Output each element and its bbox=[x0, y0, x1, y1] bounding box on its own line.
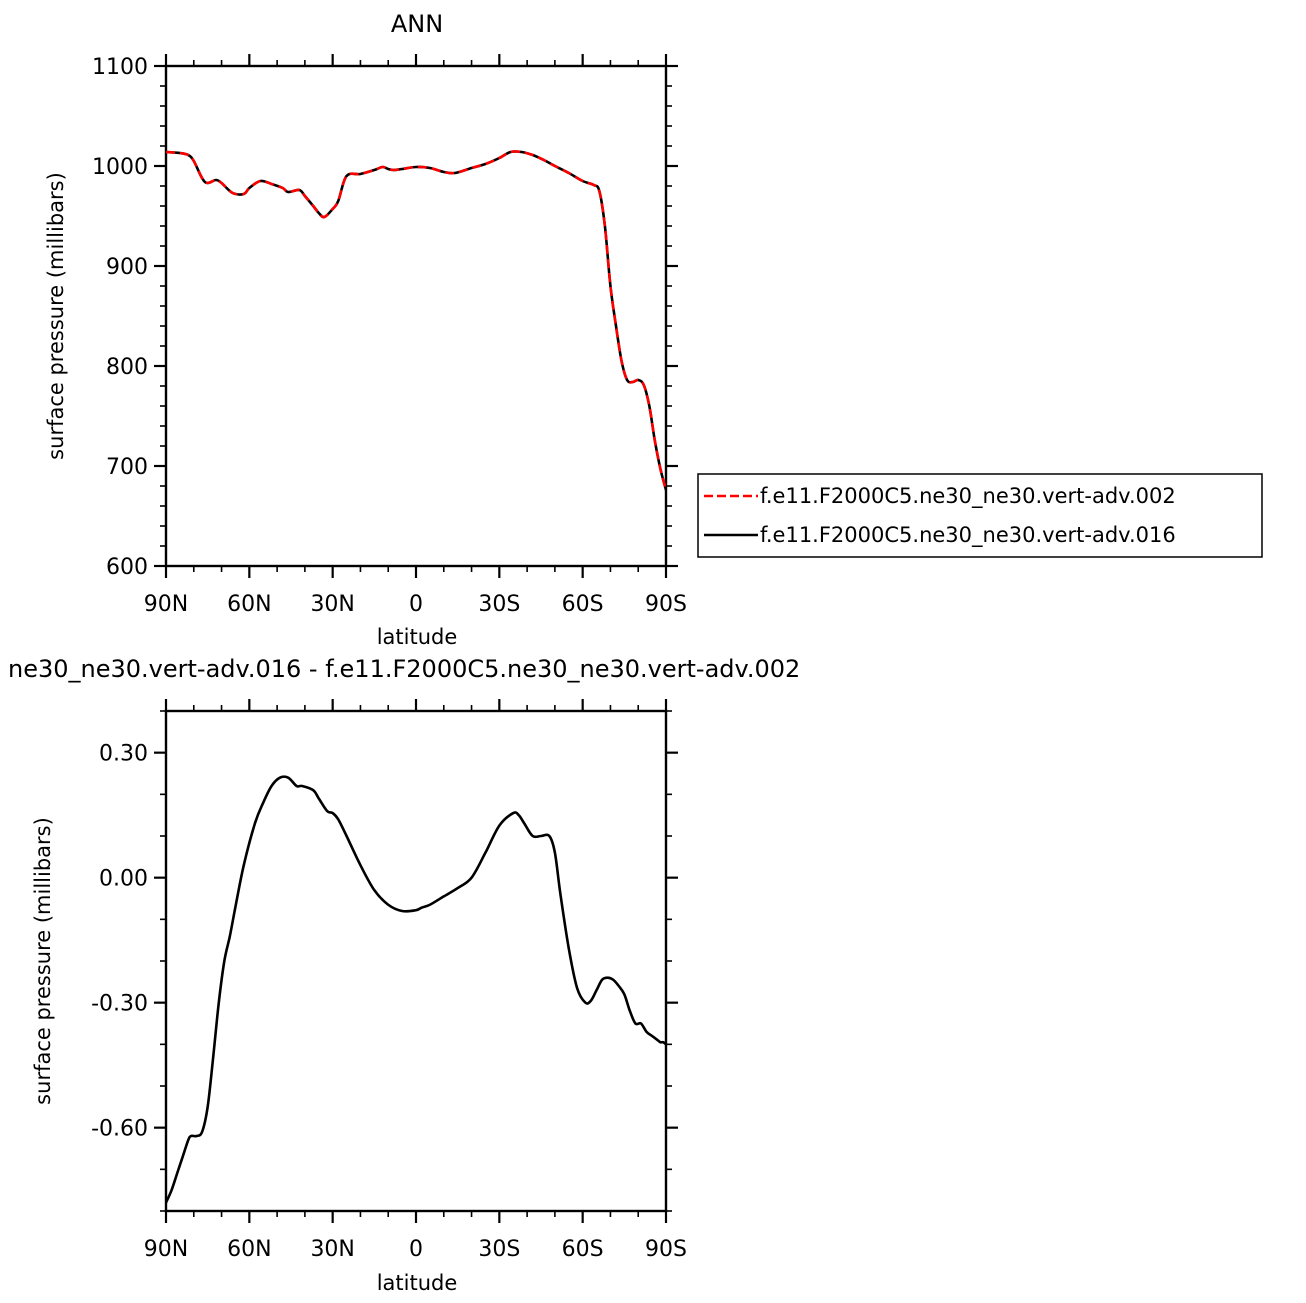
x-tick-label: 90N bbox=[144, 592, 188, 617]
x-tick-label: 90S bbox=[645, 1237, 687, 1262]
y-tick-label: 1100 bbox=[92, 55, 148, 80]
x-tick-label: 60N bbox=[227, 1237, 271, 1262]
legend: f.e11.F2000C5.ne30_ne30.vert-adv.002 f.e… bbox=[697, 473, 1263, 558]
y-tick-label: 600 bbox=[106, 555, 148, 580]
y-tick-label: -0.60 bbox=[91, 1117, 148, 1142]
panel-bottom-plot-area: -0.60 -0.30 0.00 0.30 90N 60N 30N 0 30S 60S 90S bbox=[91, 699, 687, 1262]
x-tick-label: 60S bbox=[562, 1237, 604, 1262]
legend-label-series-002: f.e11.F2000C5.ne30_ne30.vert-adv.002 bbox=[760, 484, 1176, 509]
legend-box bbox=[697, 473, 1263, 558]
x-tick-label: 60N bbox=[227, 592, 271, 617]
panel-top-ylabel: surface pressure (millibars) bbox=[44, 172, 68, 460]
x-tick-label: 30S bbox=[478, 1237, 520, 1262]
plot-frame bbox=[164, 64, 668, 568]
y-tick-label: 1000 bbox=[92, 155, 148, 180]
y-tick-label: 700 bbox=[106, 455, 148, 480]
series-line-0 bbox=[166, 775, 666, 1204]
x-tick-label: 30S bbox=[478, 592, 520, 617]
panel-bottom-ylabel: surface pressure (millibars) bbox=[31, 817, 55, 1105]
y-tick-label: -0.30 bbox=[91, 992, 148, 1017]
x-tick-label: 30N bbox=[310, 592, 354, 617]
plot-frame bbox=[164, 709, 668, 1213]
y-tick-label: 800 bbox=[106, 355, 148, 380]
panel-bottom-xlabel: latitude bbox=[377, 1271, 458, 1295]
y-tick-label: 0.30 bbox=[99, 742, 148, 767]
x-tick-label: 90S bbox=[645, 592, 687, 617]
y-tick-label: 900 bbox=[106, 255, 148, 280]
panel-top-xlabel: latitude bbox=[377, 625, 458, 649]
x-tick-label: 90N bbox=[144, 1237, 188, 1262]
series-line-0 bbox=[166, 150, 666, 491]
x-tick-label: 0 bbox=[409, 1237, 423, 1262]
panel-top-title: ANN bbox=[391, 10, 443, 38]
panel-top-surface-pressure: ANN 600 700 800 900 1000 1100 90N 60N 30N 0 30S 60S… bbox=[44, 10, 687, 649]
panel-bottom-difference: ne30_ne30.vert-adv.016 - f.e11.F2000C5.n… bbox=[8, 655, 800, 1295]
legend-label-series-016: f.e11.F2000C5.ne30_ne30.vert-adv.016 bbox=[760, 523, 1176, 548]
panel-bottom-title: ne30_ne30.vert-adv.016 - f.e11.F2000C5.n… bbox=[8, 655, 800, 683]
x-tick-label: 60S bbox=[562, 592, 604, 617]
x-tick-label: 0 bbox=[409, 592, 423, 617]
series-line-1 bbox=[166, 150, 666, 492]
x-tick-label: 30N bbox=[310, 1237, 354, 1262]
panel-top-plot-area: 600 700 800 900 1000 1100 90N 60N 30N 0 30S 60S 90S bbox=[92, 54, 687, 617]
y-tick-label: 0.00 bbox=[99, 867, 148, 892]
